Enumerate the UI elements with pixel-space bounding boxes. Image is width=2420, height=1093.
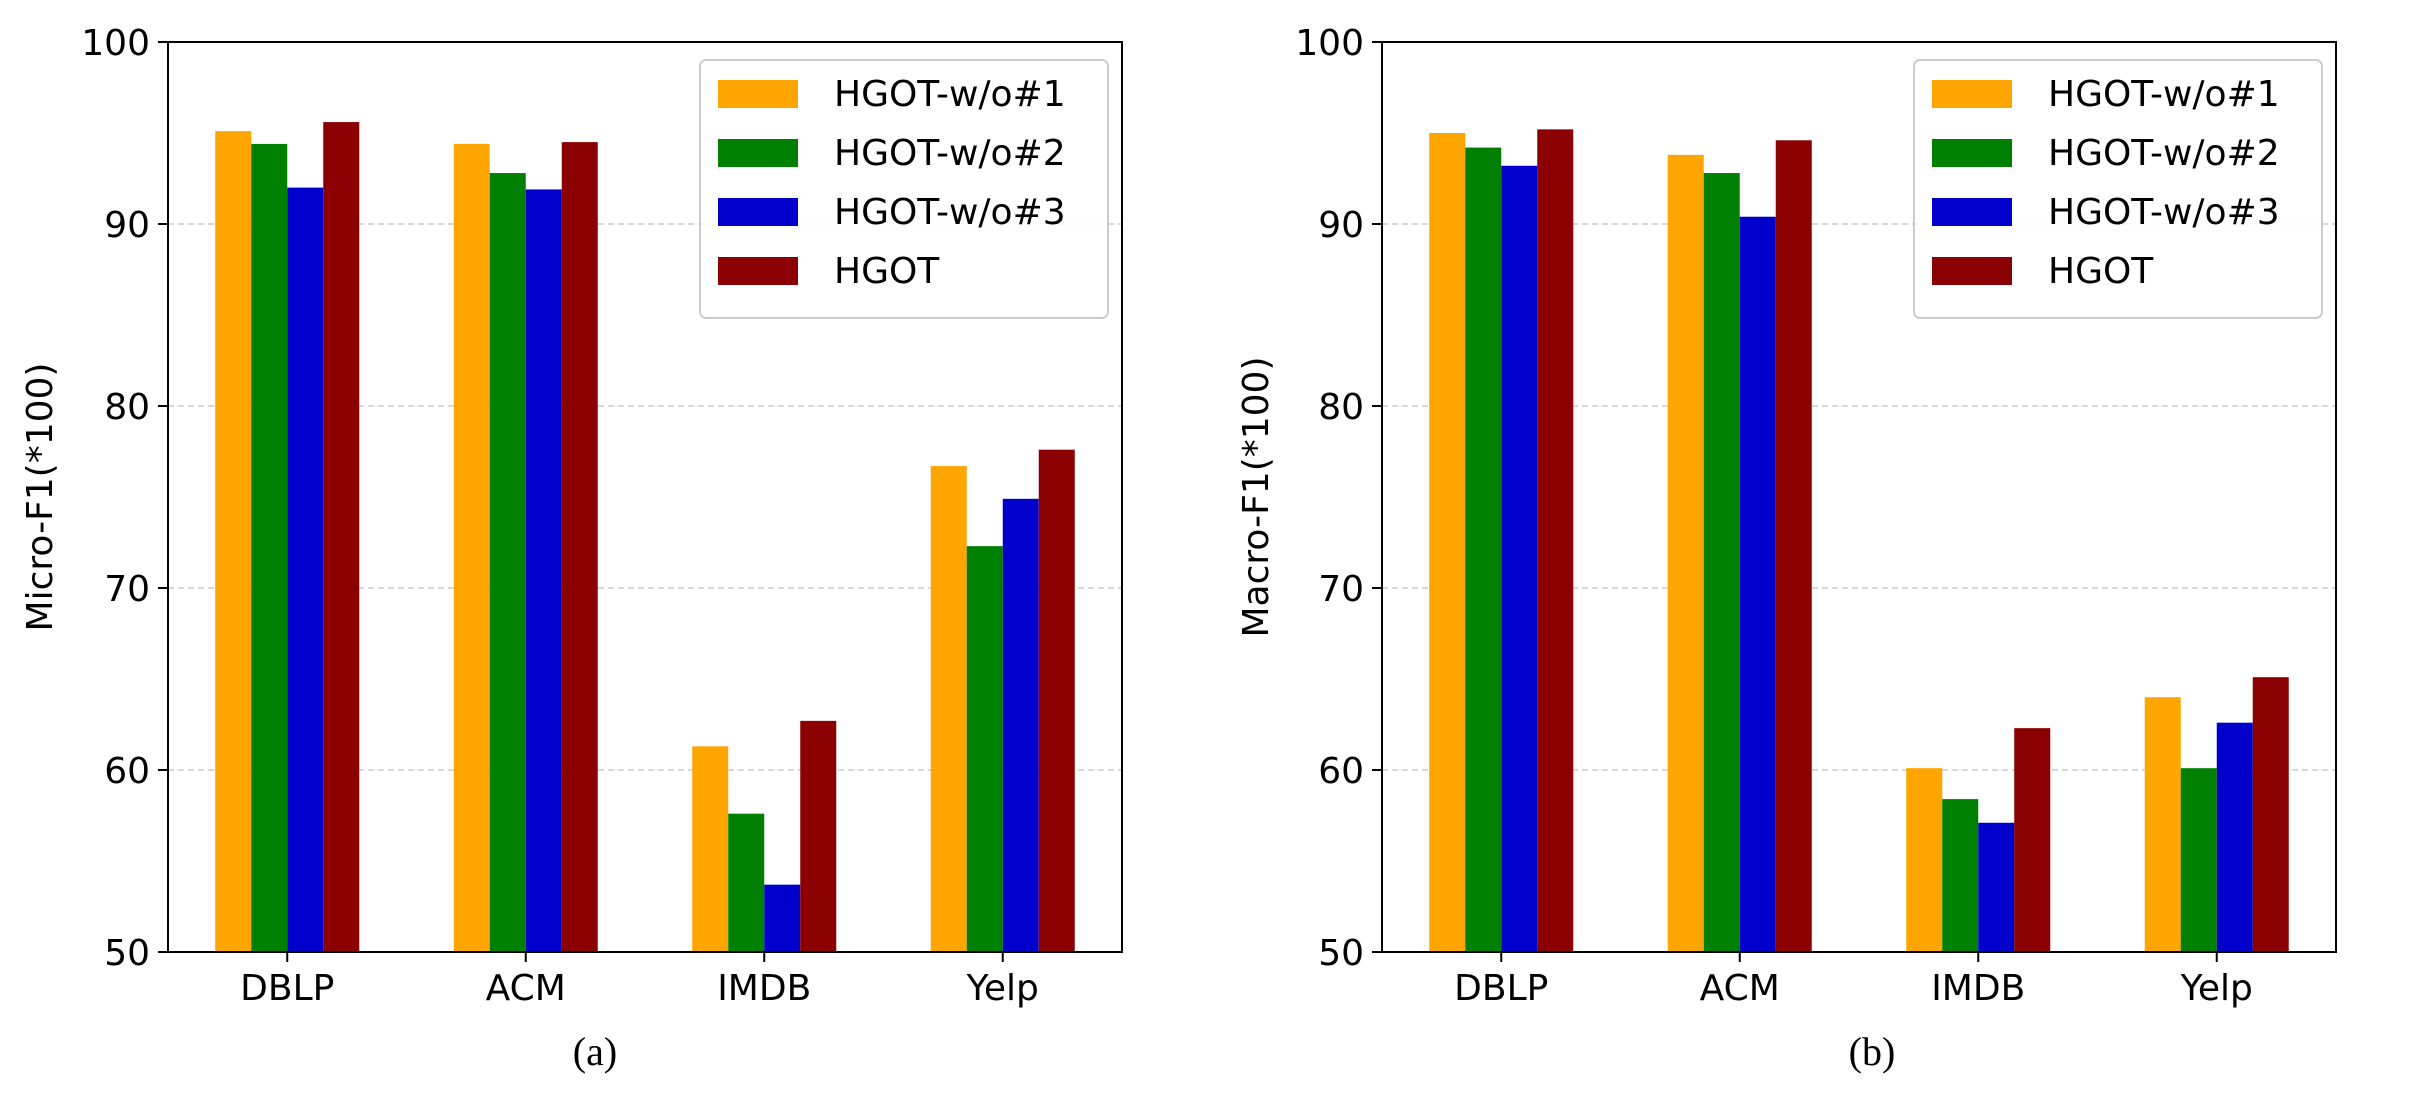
legend-label: HGOT-w/o#3	[834, 192, 1066, 233]
legend-swatch	[718, 257, 798, 285]
plot-frame	[167, 41, 1123, 953]
bar-acm-4	[561, 142, 598, 953]
bar-imdb-4	[2014, 728, 2051, 952]
legend-label: HGOT-w/o#3	[2048, 192, 2280, 233]
legend-box	[1913, 59, 2323, 319]
legend-label: HGOT-w/o#2	[834, 133, 1066, 174]
y-tick-label: 90	[104, 205, 150, 246]
y-tick-label: 100	[1295, 23, 1364, 64]
bar-imdb-3	[1978, 822, 2015, 952]
x-tick-label: ACM	[1700, 968, 1780, 1009]
bar-dblp-4	[323, 122, 360, 952]
legend-swatch	[1932, 139, 2012, 167]
bar-dblp-3	[287, 187, 324, 953]
y-tick-label: 50	[104, 933, 150, 974]
legend-label: HGOT-w/o#1	[2048, 74, 2280, 115]
bar-yelp-1	[2144, 697, 2181, 952]
subfigure-caption: (b)	[1849, 1029, 1896, 1074]
y-tick-label: 70	[1318, 569, 1364, 610]
legend-swatch	[1932, 257, 2012, 285]
x-tick-label: Yelp	[2180, 968, 2253, 1009]
legend-swatch	[1932, 80, 2012, 108]
legend-label: HGOT-w/o#2	[2048, 133, 2280, 174]
legend: HGOT-w/o#1 HGOT-w/o#2 HGOT-w/o#3 HGOT	[699, 59, 1109, 319]
bar-yelp-3	[2216, 722, 2253, 952]
bar-imdb-1	[1906, 768, 1943, 952]
bar-dblp-1	[215, 131, 252, 952]
plot-frame	[1381, 41, 2337, 953]
legend-label: HGOT	[2048, 251, 2154, 292]
y-tick-label: 60	[1318, 751, 1364, 792]
legend-swatch	[718, 198, 798, 226]
bar-acm-2	[1703, 173, 1740, 953]
y-axis-label: Micro-F1(*100)	[20, 363, 61, 632]
legend-swatch	[718, 139, 798, 167]
x-tick-label: IMDB	[1931, 968, 2025, 1009]
bar-dblp-4	[1537, 129, 1574, 953]
bar-acm-1	[1667, 154, 1704, 953]
bar-yelp-4	[2252, 677, 2289, 952]
bar-acm-4	[1775, 140, 1812, 952]
x-tick-label: IMDB	[717, 968, 811, 1009]
bar-dblp-2	[1465, 147, 1502, 952]
bar-acm-2	[489, 173, 526, 953]
bar-acm-3	[1739, 216, 1776, 953]
bar-acm-3	[525, 189, 562, 953]
bar-imdb-2	[1942, 799, 1979, 952]
x-tick-label: Yelp	[966, 968, 1039, 1009]
bar-yelp-4	[1038, 449, 1075, 952]
legend-swatch	[1932, 198, 2012, 226]
chart-panel-a: 50 60 70 80 90 100 DBLP ACM IMDB Yelp Micro-F1(*10…	[20, 23, 1123, 1074]
x-tick-label: ACM	[486, 968, 566, 1009]
legend-label: HGOT-w/o#1	[834, 74, 1066, 115]
legend-swatch	[718, 80, 798, 108]
bar-dblp-1	[1429, 133, 1466, 952]
bar-yelp-2	[2180, 768, 2217, 952]
bar-imdb-2	[728, 813, 765, 952]
y-tick-label: 60	[104, 751, 150, 792]
bar-dblp-3	[1501, 165, 1538, 952]
bar-yelp-2	[966, 546, 1003, 952]
bar-yelp-3	[1002, 498, 1039, 952]
bar-acm-1	[453, 143, 490, 953]
y-axis-label: Macro-F1(*100)	[1236, 356, 1277, 637]
legend-label: HGOT	[834, 251, 940, 292]
legend-box	[699, 59, 1109, 319]
y-tick-label: 80	[104, 387, 150, 428]
bar-imdb-4	[800, 720, 837, 952]
y-tick-label: 100	[81, 23, 150, 64]
subfigure-caption: (a)	[573, 1029, 617, 1074]
x-tick-label: DBLP	[240, 968, 334, 1009]
bar-imdb-3	[764, 884, 801, 952]
y-tick-label: 80	[1318, 387, 1364, 428]
y-tick-label: 70	[104, 569, 150, 610]
y-tick-label: 90	[1318, 205, 1364, 246]
legend: HGOT-w/o#1 HGOT-w/o#2 HGOT-w/o#3 HGOT	[1913, 59, 2323, 319]
bar-yelp-1	[930, 466, 967, 952]
bar-dblp-2	[251, 143, 288, 953]
y-tick-label: 50	[1318, 933, 1364, 974]
x-tick-label: DBLP	[1454, 968, 1548, 1009]
chart-panel-b: 50 60 70 80 90 100 DBLP ACM IMDB Yelp Macro-F1(*10…	[1236, 23, 2337, 1074]
bar-imdb-1	[692, 746, 729, 952]
